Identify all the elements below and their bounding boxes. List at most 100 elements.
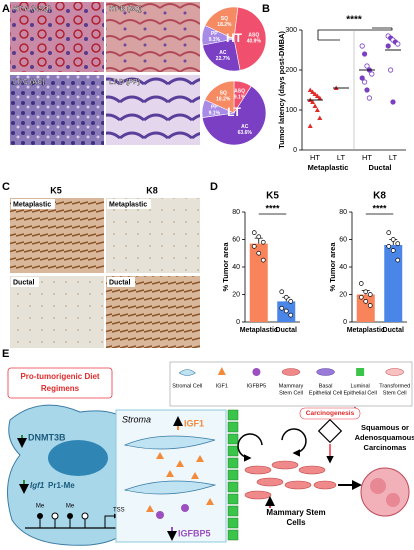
y-tick-label: 20 <box>339 291 347 298</box>
slice-label: AC <box>241 124 249 130</box>
panel-label: A <box>2 3 10 15</box>
tumor <box>360 467 410 517</box>
panel-label: C <box>2 181 10 193</box>
point <box>260 257 266 263</box>
y-tick-label: 0 <box>343 319 347 326</box>
micrograph <box>106 276 200 348</box>
label-bg <box>11 199 55 209</box>
point <box>358 294 364 300</box>
annotation: **** <box>265 203 280 213</box>
image-label: HT-B (SQ) <box>109 6 142 13</box>
micrograph <box>106 198 200 273</box>
point <box>307 87 313 92</box>
group-label: Ductal <box>369 163 392 172</box>
slice-value: 63.6% <box>238 130 253 136</box>
column-label: K8 <box>146 185 158 195</box>
point <box>390 237 396 242</box>
x-tick-label: Ductal <box>383 327 404 334</box>
pie-slice <box>233 6 267 71</box>
methyl <box>37 512 119 528</box>
slice-label: ASQ <box>234 88 245 94</box>
legend-icon <box>178 369 196 376</box>
pie-center: HT <box>226 31 243 45</box>
image-label: Ductal <box>109 279 130 286</box>
point <box>358 281 364 286</box>
legend-label: Epithelial Cell <box>343 390 376 396</box>
point <box>279 305 285 311</box>
x-tick-label: Metaplastic <box>347 327 385 334</box>
point <box>359 43 365 49</box>
legend-icon <box>252 368 261 376</box>
column-label: K5 <box>50 185 62 195</box>
y-tick-label: 60 <box>339 236 347 243</box>
slice-value: 9.1% <box>209 111 221 117</box>
point <box>307 123 313 128</box>
diet-text: Pro-tumorigenic Diet <box>20 372 99 381</box>
y-tick-label: 100 <box>285 107 297 114</box>
pie-slice <box>204 80 235 114</box>
bracket <box>317 28 393 40</box>
x-tick-label: LT <box>389 153 398 162</box>
point <box>314 93 320 98</box>
point <box>317 115 323 120</box>
gene-label: Pr1-Me <box>48 481 75 490</box>
outcome-label: Carcinomas <box>364 443 407 452</box>
y-tick-label: 80 <box>232 209 240 216</box>
legend-label: Basal <box>319 383 333 389</box>
legend-label: Stem Cell <box>383 390 407 396</box>
pie-slice <box>202 38 241 72</box>
image-label: LT-C (AC) <box>13 79 45 86</box>
y-tick-label: 0 <box>293 147 297 154</box>
point <box>386 230 392 235</box>
x-tick-label: LT <box>337 153 346 162</box>
point <box>386 244 392 249</box>
point <box>256 250 262 256</box>
x-tick-label: Metaplastic <box>240 327 278 334</box>
bar <box>249 243 268 322</box>
y-axis-title: % Tumor area <box>221 242 230 292</box>
arrow <box>237 433 263 462</box>
y-tick-label: 0 <box>236 319 240 326</box>
point <box>288 299 294 304</box>
point <box>390 99 396 105</box>
point <box>395 241 401 246</box>
outcome-label: Adenosquamous <box>355 433 414 442</box>
point <box>369 71 375 77</box>
y-axis-title: Tumor latency (days post-DMBA) <box>277 31 286 149</box>
point <box>390 248 396 253</box>
slice-value: 18.2% <box>216 97 231 103</box>
x-tick-label: Ductal <box>276 327 297 334</box>
point <box>364 87 370 93</box>
panel-label: D <box>210 181 218 193</box>
point <box>367 303 373 308</box>
point <box>367 292 373 297</box>
igf1-marks <box>146 452 214 512</box>
point <box>256 234 262 240</box>
me-label: Me <box>36 504 45 510</box>
pie-slice <box>204 6 239 40</box>
legend-icon <box>356 368 365 376</box>
igfbp5-label: IGFBP5 <box>178 528 211 538</box>
slice-label: SQ <box>221 16 228 22</box>
y-tick-label: 20 <box>232 291 240 298</box>
legend-label: Mammary <box>279 383 304 389</box>
y-tick-label: 300 <box>285 27 297 34</box>
slice-value: 22.7% <box>216 56 231 62</box>
point <box>288 312 294 318</box>
slice-label: SQ <box>220 91 227 97</box>
chart-title: K5 <box>266 191 279 202</box>
point <box>395 257 401 263</box>
micrograph <box>106 2 200 72</box>
annotation: **** <box>372 203 387 213</box>
tumor <box>370 478 386 494</box>
legend-label: IGFBP5 <box>247 383 267 389</box>
outcome-label: Squamous or <box>361 423 409 432</box>
micrograph <box>106 75 200 145</box>
igf1-label: IGF1 <box>184 418 204 428</box>
slice-label: AC <box>219 50 227 56</box>
slice-value: 9.1% <box>209 37 221 43</box>
image-label: HT-A (ASQ) <box>13 6 51 13</box>
luminal-cells <box>227 409 239 541</box>
point <box>283 294 289 300</box>
point <box>363 299 369 304</box>
